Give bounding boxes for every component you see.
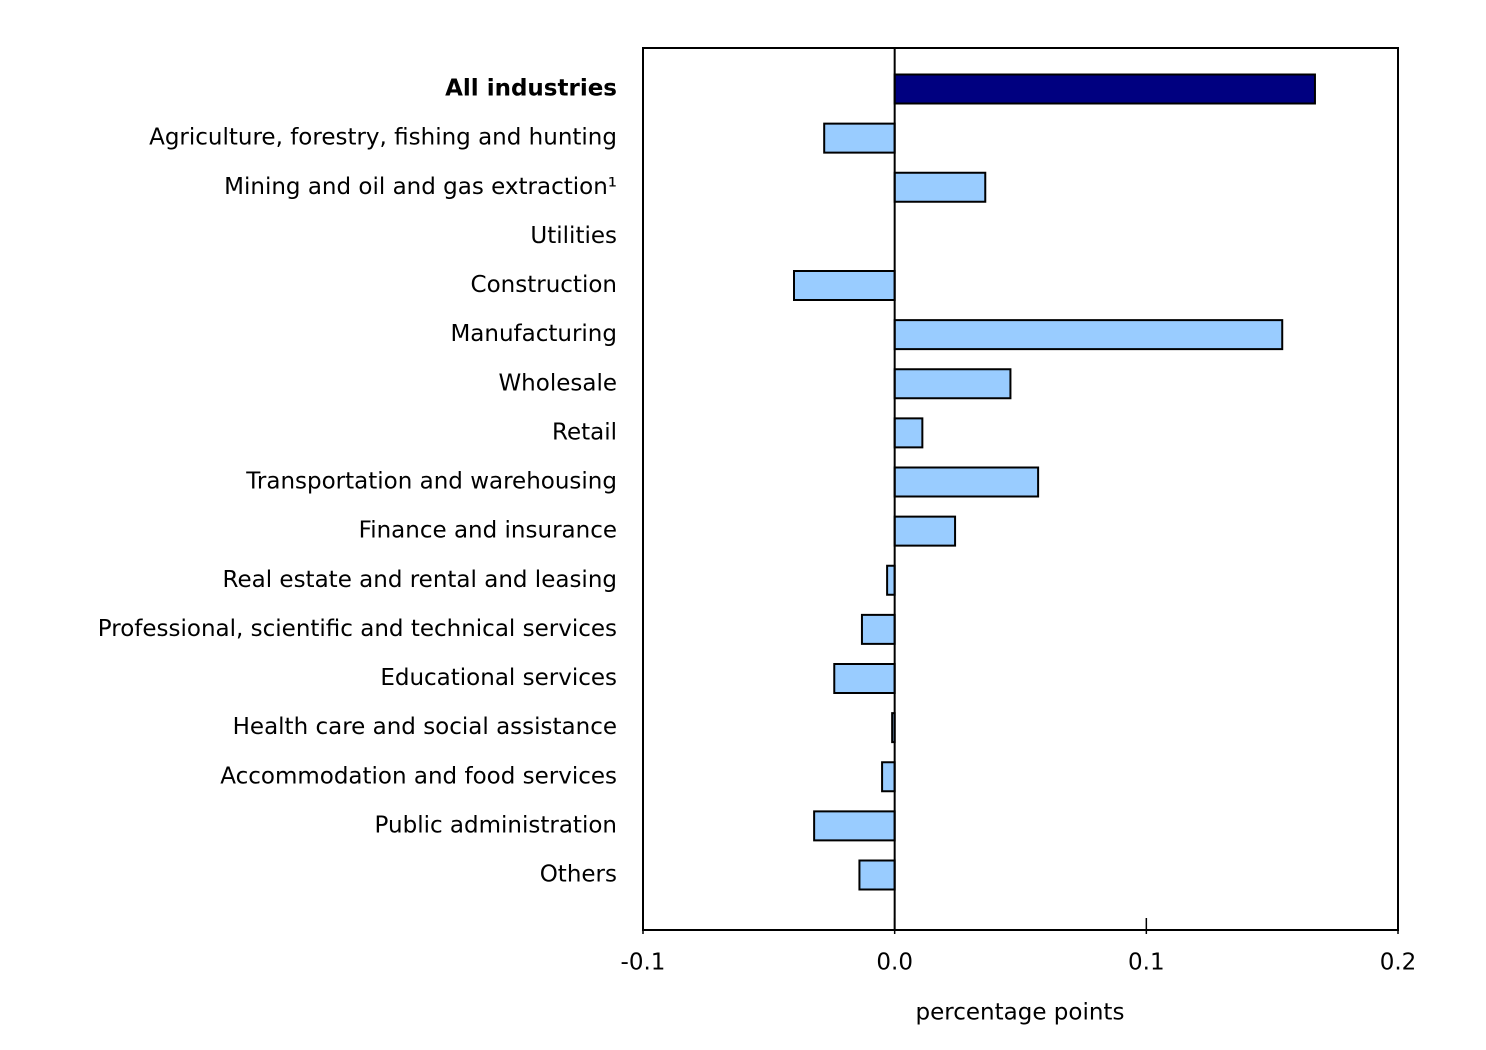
y-tick-label: Mining and oil and gas extraction¹ — [224, 174, 617, 200]
bar — [893, 171, 987, 203]
y-tick-label: Wholesale — [498, 370, 617, 396]
x-tick-label: -0.1 — [621, 950, 666, 976]
bar — [893, 515, 957, 547]
bar — [823, 122, 896, 154]
bar — [893, 417, 924, 449]
y-tick-label: Health care and social assistance — [233, 714, 617, 740]
y-tick-label: Others — [540, 862, 617, 888]
y-tick-label: Construction — [471, 272, 617, 298]
bar — [860, 613, 896, 645]
bar — [893, 368, 1012, 400]
x-tick-label: 0.2 — [1380, 950, 1417, 976]
x-tick-label: 0.0 — [876, 950, 913, 976]
y-tick-label: Utilities — [530, 223, 617, 249]
bar — [813, 810, 896, 842]
bar — [793, 270, 896, 301]
bar — [881, 761, 896, 793]
y-tick-label: Transportation and warehousing — [245, 469, 617, 495]
bar — [886, 564, 896, 596]
bar — [893, 73, 1316, 105]
y-tick-label: Professional, scientific and technical s… — [98, 616, 617, 642]
bar — [858, 859, 896, 891]
y-tick-label: Real estate and rental and leasing — [223, 567, 617, 593]
y-tick-label: Manufacturing — [450, 321, 617, 347]
x-tick-label: 0.1 — [1128, 950, 1165, 976]
y-tick-label: Public administration — [375, 812, 617, 838]
x-axis-label: percentage points — [916, 1000, 1125, 1026]
plot-frame — [642, 47, 1399, 931]
y-tick-label: Educational services — [380, 665, 617, 691]
y-tick-label: Retail — [552, 419, 617, 445]
bar — [893, 466, 1040, 498]
y-tick-label: All industries — [445, 76, 617, 102]
y-tick-label: Finance and insurance — [359, 518, 617, 544]
bar — [893, 319, 1284, 351]
y-tick-label: Agriculture, forestry, fishing and hunti… — [149, 125, 617, 151]
bar — [833, 663, 896, 694]
y-tick-label: Accommodation and food services — [220, 763, 617, 789]
